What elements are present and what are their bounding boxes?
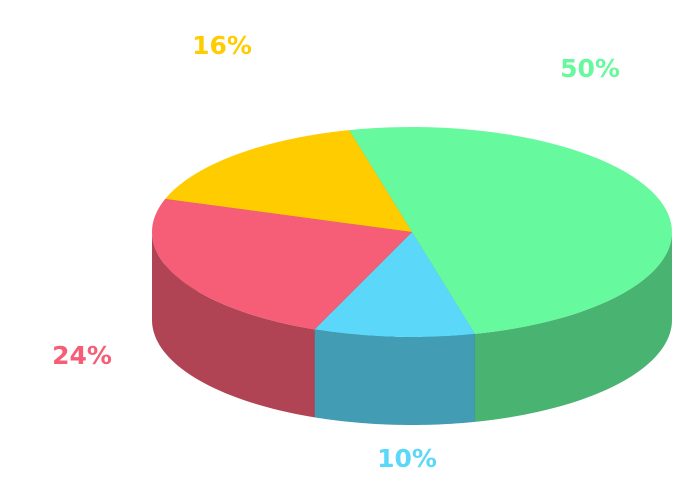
side-faces bbox=[152, 232, 672, 425]
slice bbox=[314, 232, 475, 337]
data-label: 50% bbox=[560, 54, 620, 83]
slice bbox=[165, 130, 412, 232]
slice-side bbox=[474, 232, 672, 422]
slice bbox=[152, 198, 412, 330]
slice-side bbox=[314, 329, 475, 425]
slice bbox=[349, 127, 672, 334]
data-label: 10% bbox=[377, 444, 437, 473]
tops bbox=[152, 127, 672, 337]
data-label: 24% bbox=[52, 341, 112, 370]
slice-side bbox=[152, 232, 315, 418]
data-label: 16% bbox=[192, 31, 252, 60]
